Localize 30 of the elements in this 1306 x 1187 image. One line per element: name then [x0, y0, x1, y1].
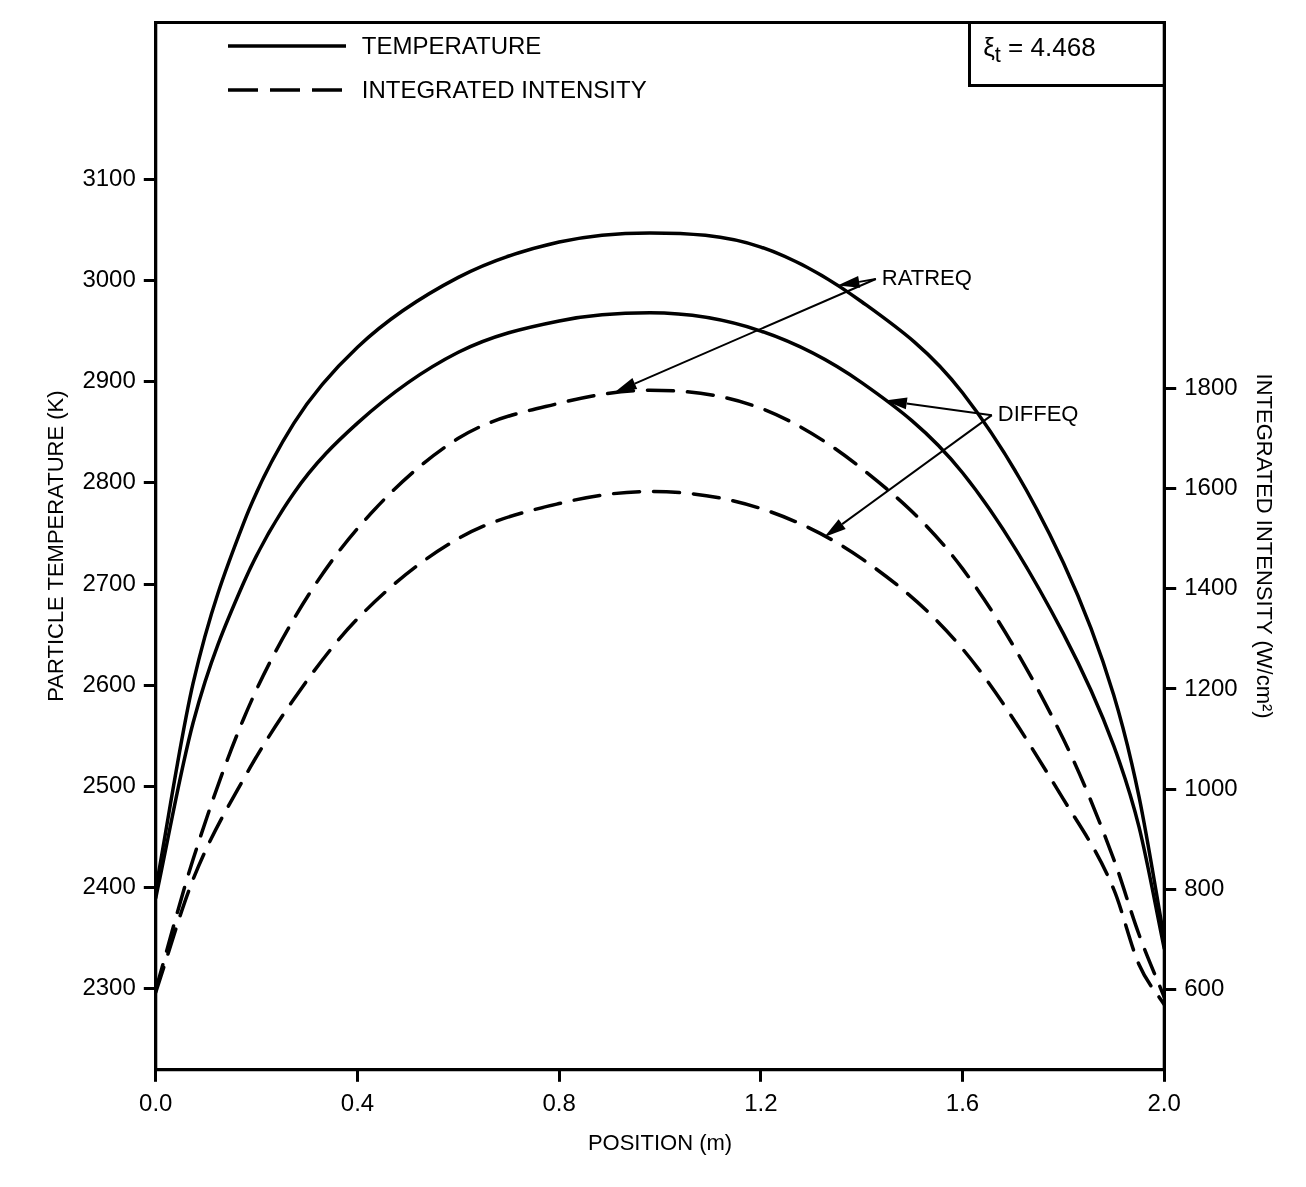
y2-tick-label: 1200 [1184, 673, 1238, 701]
y2-tick-label: 1800 [1184, 372, 1238, 400]
y2-tick-label: 800 [1184, 874, 1225, 902]
x-tick-label: 1.2 [744, 1088, 778, 1116]
y-tick-label: 2800 [82, 467, 136, 495]
x-tick-label: 1.6 [945, 1088, 980, 1116]
x-axis-title: POSITION (m) [587, 1129, 733, 1155]
annotation: RATREQ [881, 265, 972, 290]
x-tick-label: 0.8 [542, 1088, 576, 1116]
y-tick-label: 2600 [82, 669, 136, 697]
x-tick-label: 0.0 [139, 1088, 173, 1116]
y-tick-label: 2700 [82, 568, 136, 596]
x-tick-label: 0.4 [340, 1088, 375, 1116]
x-tick-label: 2.0 [1147, 1088, 1181, 1116]
annotation: DIFFEQ [997, 401, 1079, 427]
legend-label: TEMPERATURE [361, 32, 542, 60]
annotation: ξ$_{t}$ = 4.468 [968, 22, 1166, 88]
y-tick-label: 2500 [82, 771, 136, 799]
y-tick-label: 3000 [82, 265, 136, 293]
y-tick-label: 3100 [82, 163, 136, 191]
y-tick-label: 2400 [82, 872, 136, 900]
legend-label: INTEGRATED INTENSITY [361, 76, 647, 104]
y2-tick-label: 1600 [1184, 473, 1238, 501]
y-tick-label: 2900 [82, 366, 136, 394]
y2-axis-title: INTEGRATED INTENSITY (W/cm²) [1251, 373, 1277, 719]
y-axis-title: PARTICLE TEMPERATURE (K) [43, 390, 69, 702]
y2-tick-label: 1000 [1184, 773, 1238, 801]
y2-tick-label: 600 [1184, 974, 1225, 1002]
y-tick-label: 2300 [82, 973, 136, 1001]
y2-tick-label: 1400 [1184, 573, 1238, 601]
